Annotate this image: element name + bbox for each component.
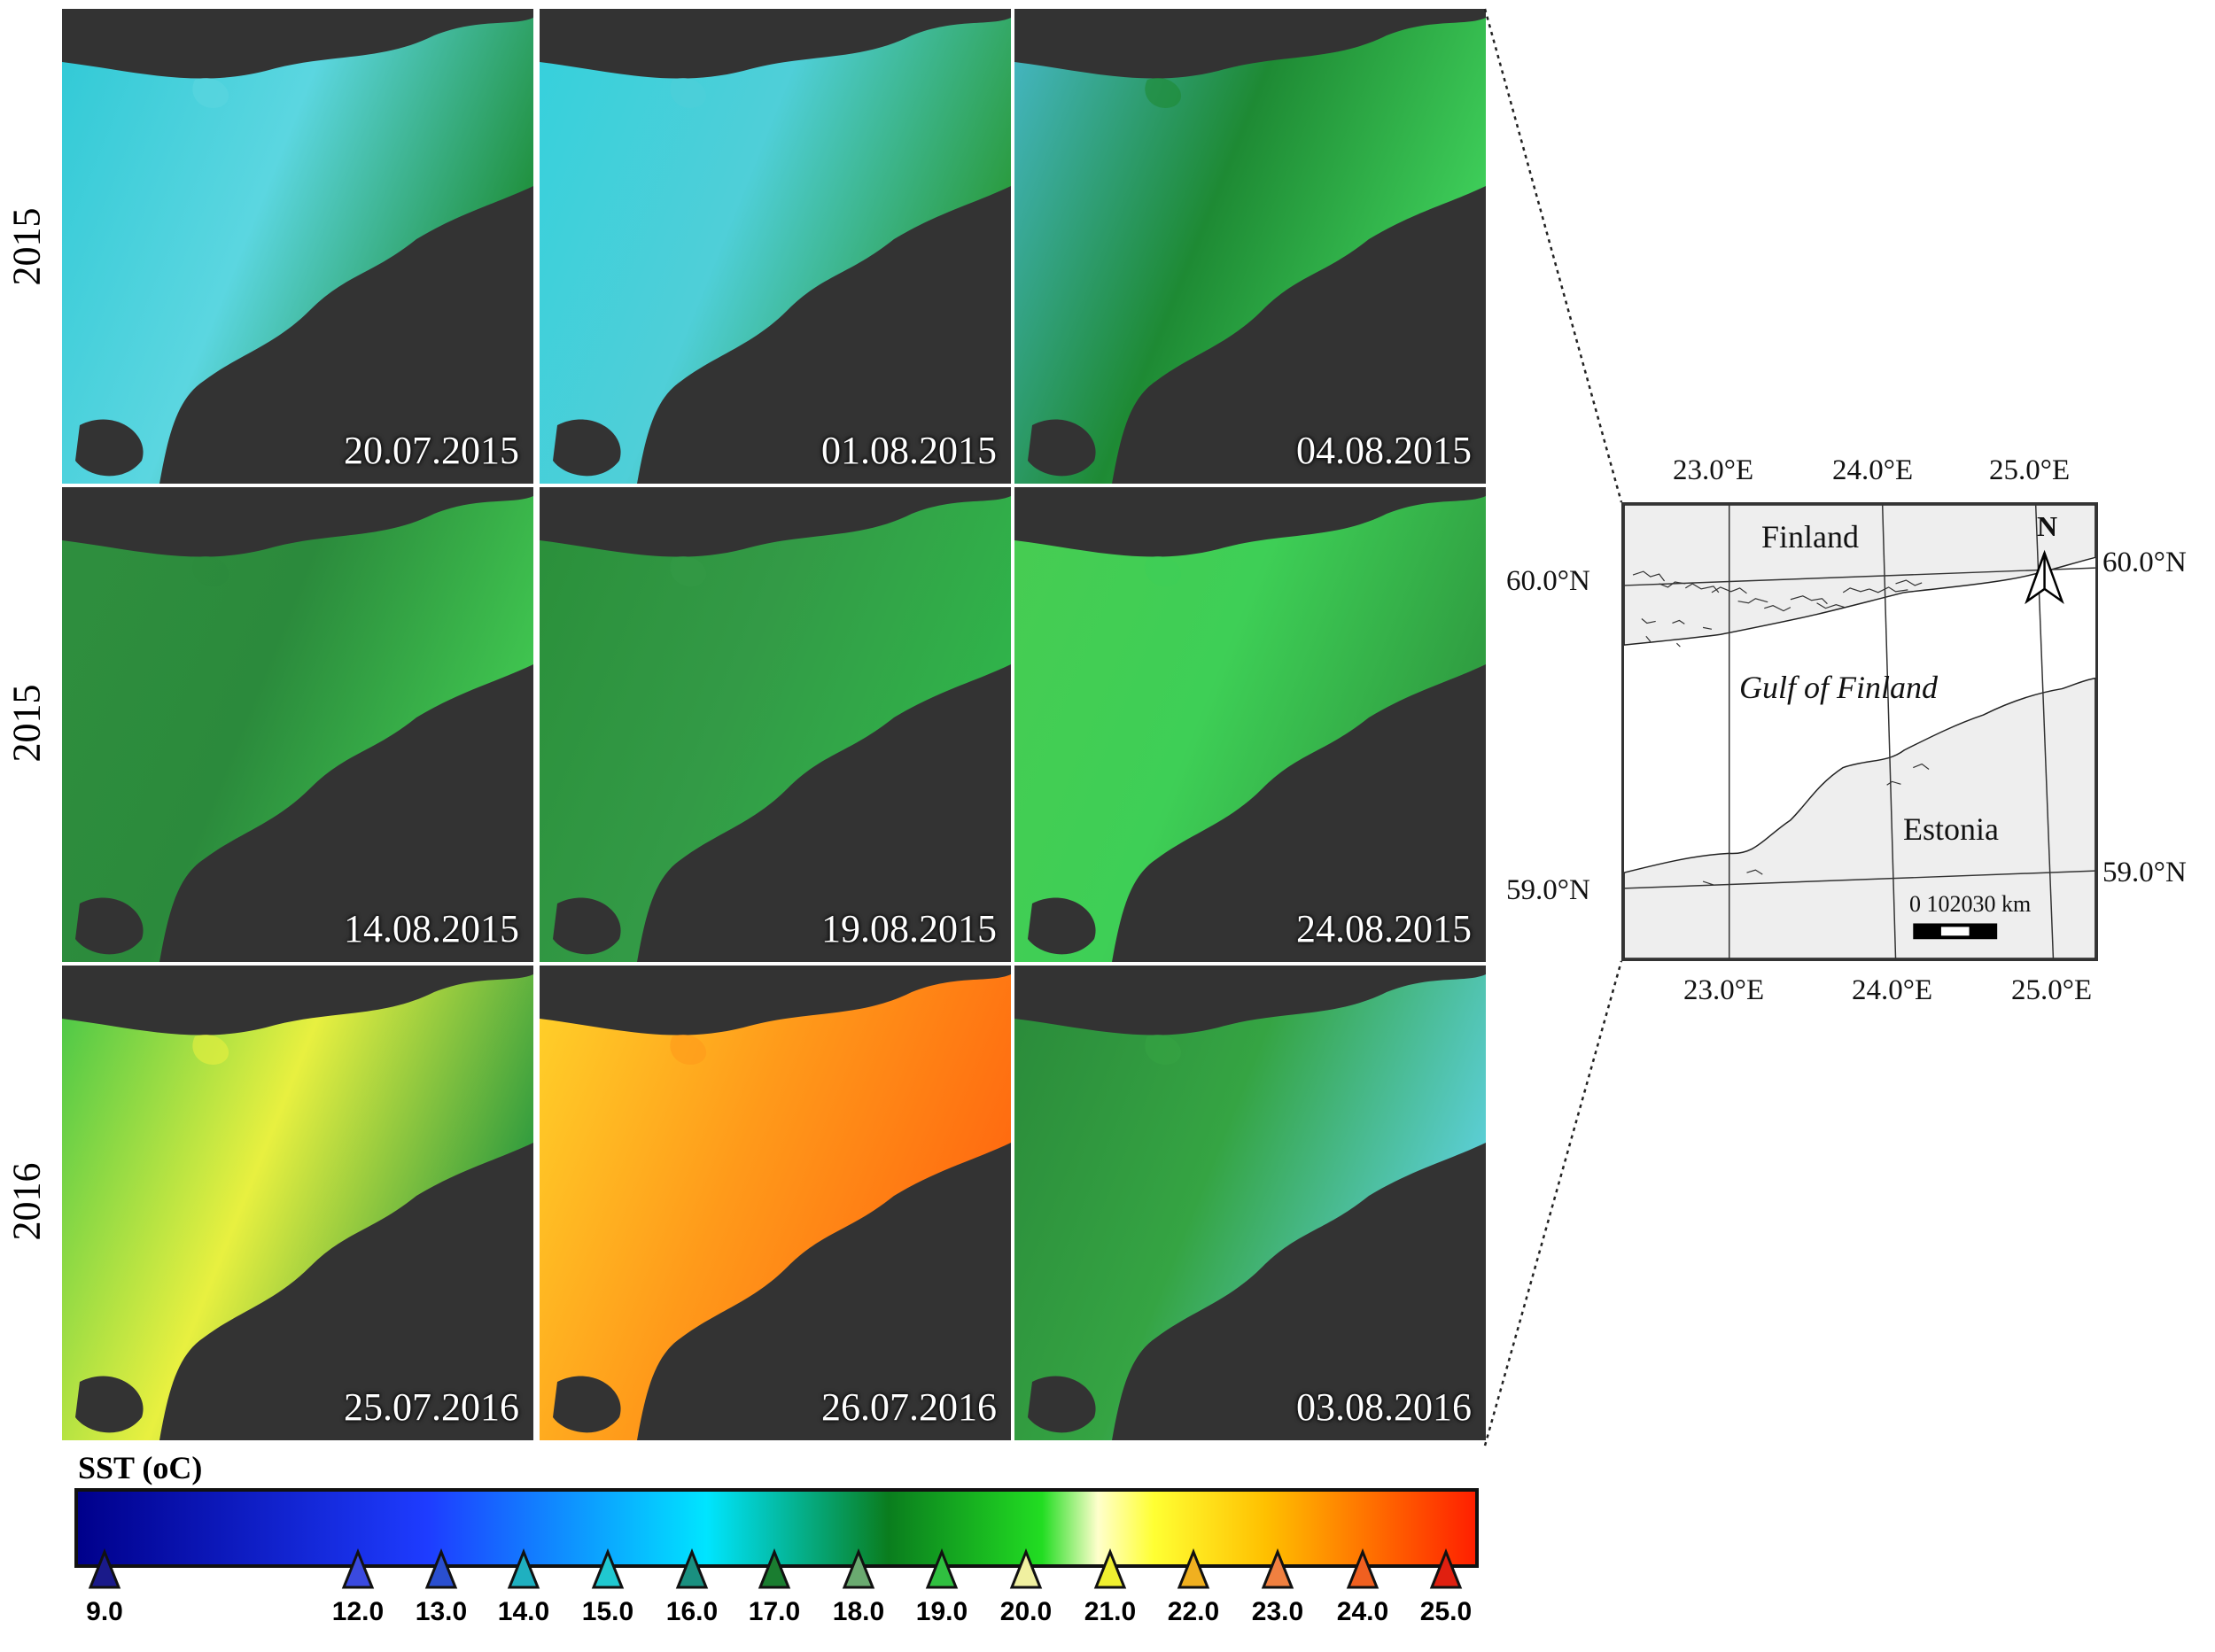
tick-marker-icon [674, 1547, 710, 1591]
coord-left-lat-1: 60.0°N [1506, 565, 1590, 597]
sst-image [540, 487, 1011, 962]
tick-marker-icon [757, 1547, 792, 1591]
tick-marker-icon [1260, 1547, 1295, 1591]
panel-date: 26.07.2016 [821, 1385, 997, 1429]
coord-top-lon-2: 24.0°E [1832, 454, 1914, 486]
sst-panel: 20.07.2015 [62, 9, 533, 484]
tick-label: 14.0 [497, 1597, 550, 1626]
tick-marker-icon [1345, 1547, 1380, 1591]
tick-label: 13.0 [415, 1597, 468, 1626]
tick-marker-icon [506, 1547, 541, 1591]
tick-label: 19.0 [915, 1597, 968, 1626]
sst-panel: 04.08.2015 [1014, 9, 1486, 484]
sst-image [62, 966, 533, 1440]
row-label-text: 2015 [4, 207, 49, 285]
sst-panel: 24.08.2015 [1014, 487, 1486, 962]
row-label-text: 2015 [4, 684, 49, 762]
tick-marker-icon [424, 1547, 459, 1591]
tick-label: 12.0 [331, 1597, 385, 1626]
row-label-1: 2015 [0, 11, 53, 482]
tick-marker-icon [841, 1547, 876, 1591]
panel-date: 03.08.2016 [1296, 1385, 1472, 1429]
tick-marker-icon [924, 1547, 960, 1591]
sst-image [62, 9, 533, 484]
sst-image [540, 966, 1011, 1440]
tick-marker-icon [1428, 1547, 1464, 1591]
sst-panel: 03.08.2016 [1014, 966, 1486, 1440]
sst-image [1014, 966, 1486, 1440]
coord-right-lat-1: 60.0°N [2102, 547, 2187, 578]
sst-image [540, 9, 1011, 484]
scale-bar [1913, 923, 1998, 940]
coord-top-lon-3: 25.0°E [1989, 454, 2071, 486]
tick-marker-icon [590, 1547, 626, 1591]
scale-label: 0 102030 km [1909, 891, 2032, 917]
tick-marker-icon [340, 1547, 376, 1591]
panel-date: 19.08.2015 [821, 907, 997, 950]
label-gulf-of-finland: Gulf of Finland [1739, 670, 1938, 705]
coord-bottom-lon-1: 23.0°E [1683, 974, 1765, 1006]
sst-image [1014, 487, 1486, 962]
panel-date: 14.08.2015 [344, 907, 519, 950]
tick-label: 22.0 [1167, 1597, 1220, 1626]
sst-panel: 01.08.2015 [540, 9, 1011, 484]
tick-label: 20.0 [999, 1597, 1053, 1626]
tick-label: 23.0 [1251, 1597, 1304, 1626]
tick-label: 18.0 [832, 1597, 885, 1626]
sst-image [1014, 9, 1486, 484]
north-arrow-icon [2025, 549, 2064, 604]
label-estonia: Estonia [1903, 811, 1999, 847]
coord-left-lat-2: 59.0°N [1506, 874, 1590, 906]
sst-panel: 26.07.2016 [540, 966, 1011, 1440]
panel-date: 01.08.2015 [821, 429, 997, 472]
tick-label: 17.0 [748, 1597, 801, 1626]
tick-label: 25.0 [1419, 1597, 1473, 1626]
tick-marker-icon [87, 1547, 122, 1591]
panel-date: 24.08.2015 [1296, 907, 1472, 950]
row-label-3: 2016 [0, 966, 53, 1437]
coord-bottom-lon-2: 24.0°E [1852, 974, 1933, 1006]
sst-panel: 25.07.2016 [62, 966, 533, 1440]
label-finland: Finland [1761, 519, 1860, 555]
tick-label: 24.0 [1336, 1597, 1389, 1626]
sst-image [62, 487, 533, 962]
sst-panel: 19.08.2015 [540, 487, 1011, 962]
panel-date: 04.08.2015 [1296, 429, 1472, 472]
locator-map-graphic [1624, 505, 2095, 958]
panel-date: 20.07.2015 [344, 429, 519, 472]
tick-label: 21.0 [1084, 1597, 1137, 1626]
sst-panel: 14.08.2015 [62, 487, 533, 962]
panel-date: 25.07.2016 [344, 1385, 519, 1429]
row-label-text: 2016 [4, 1162, 49, 1240]
row-label-2: 2015 [0, 487, 53, 958]
colorbar-title: SST (oC) [78, 1450, 203, 1485]
north-label: N [2037, 510, 2058, 542]
tick-label: 9.0 [86, 1597, 123, 1626]
coord-right-lat-2: 59.0°N [2102, 857, 2187, 888]
tick-marker-icon [1176, 1547, 1211, 1591]
tick-label: 15.0 [581, 1597, 634, 1626]
tick-label: 16.0 [665, 1597, 719, 1626]
coord-top-lon-1: 23.0°E [1673, 454, 1754, 486]
tick-marker-icon [1008, 1547, 1044, 1591]
coord-bottom-lon-3: 25.0°E [2011, 974, 2093, 1006]
locator-map: Finland Gulf of Finland Estonia N 0 1020… [1621, 502, 2098, 961]
tick-marker-icon [1092, 1547, 1128, 1591]
